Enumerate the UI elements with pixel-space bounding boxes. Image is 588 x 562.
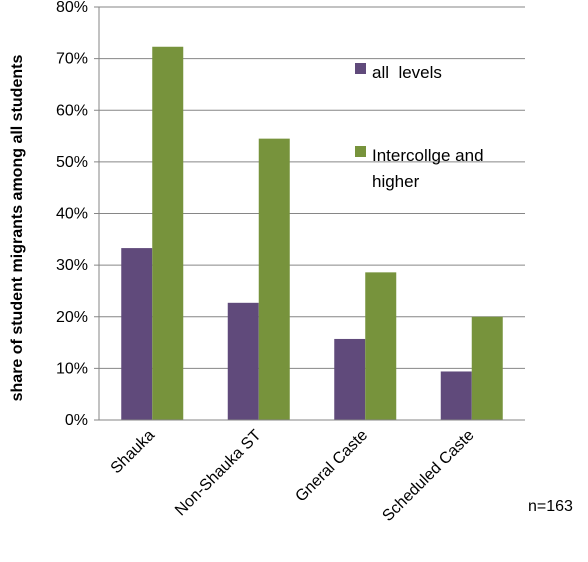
sample-size-note: n=163 (528, 498, 573, 515)
bar-gneral-caste-intercollge-and-higher (365, 272, 397, 420)
y-tick-label-10: 10% (56, 360, 88, 377)
y-tick-label-60: 60% (56, 102, 88, 119)
bar-non-shauka-st-intercollge-and-higher (258, 138, 290, 421)
bar-scheduled-caste-intercollge-and-higher (471, 316, 503, 420)
legend-swatch-intercollege (355, 146, 366, 157)
x-axis-ticks: Shauka Non-Shauka ST Gneral Caste Scheduled… (108, 427, 478, 525)
y-tick-label-50: 50% (56, 154, 88, 171)
legend-label-intercollege-line2: higher (372, 172, 420, 191)
legend-label-all-levels: all levels (372, 63, 442, 82)
y-tick-label-70: 70% (56, 51, 88, 68)
x-tick-label-non-shauka-st: Non-Shauka ST (172, 427, 265, 520)
bar-gneral-caste-all-levels (334, 338, 366, 420)
y-tick-label-0: 0% (65, 412, 88, 429)
bars (121, 46, 503, 421)
y-axis-ticks: 0% 10% 20% 30% 40% 50% 60% 70% 80% (56, 0, 99, 429)
y-tick-label-30: 30% (56, 257, 88, 274)
legend-swatch-all-levels (355, 63, 366, 74)
bar-scheduled-caste-all-levels (440, 371, 472, 420)
legend-label-intercollege-line1: Intercollge and (372, 146, 484, 165)
x-tick-label-shauka: Shauka (108, 427, 158, 477)
bar-shauka-all-levels (121, 248, 153, 420)
y-axis-label: share of student migrants among all stud… (9, 55, 26, 402)
y-tick-label-20: 20% (56, 309, 88, 326)
x-tick-label-scheduled-caste: Scheduled Caste (379, 427, 477, 525)
x-tick-label-gneral-caste: Gneral Caste (292, 427, 371, 506)
y-tick-label-40: 40% (56, 206, 88, 223)
legend: all levels Intercollge and higher (355, 63, 484, 191)
bar-shauka-intercollge-and-higher (152, 46, 184, 420)
bar-non-shauka-st-all-levels (227, 302, 259, 420)
y-tick-label-80: 80% (56, 0, 88, 16)
